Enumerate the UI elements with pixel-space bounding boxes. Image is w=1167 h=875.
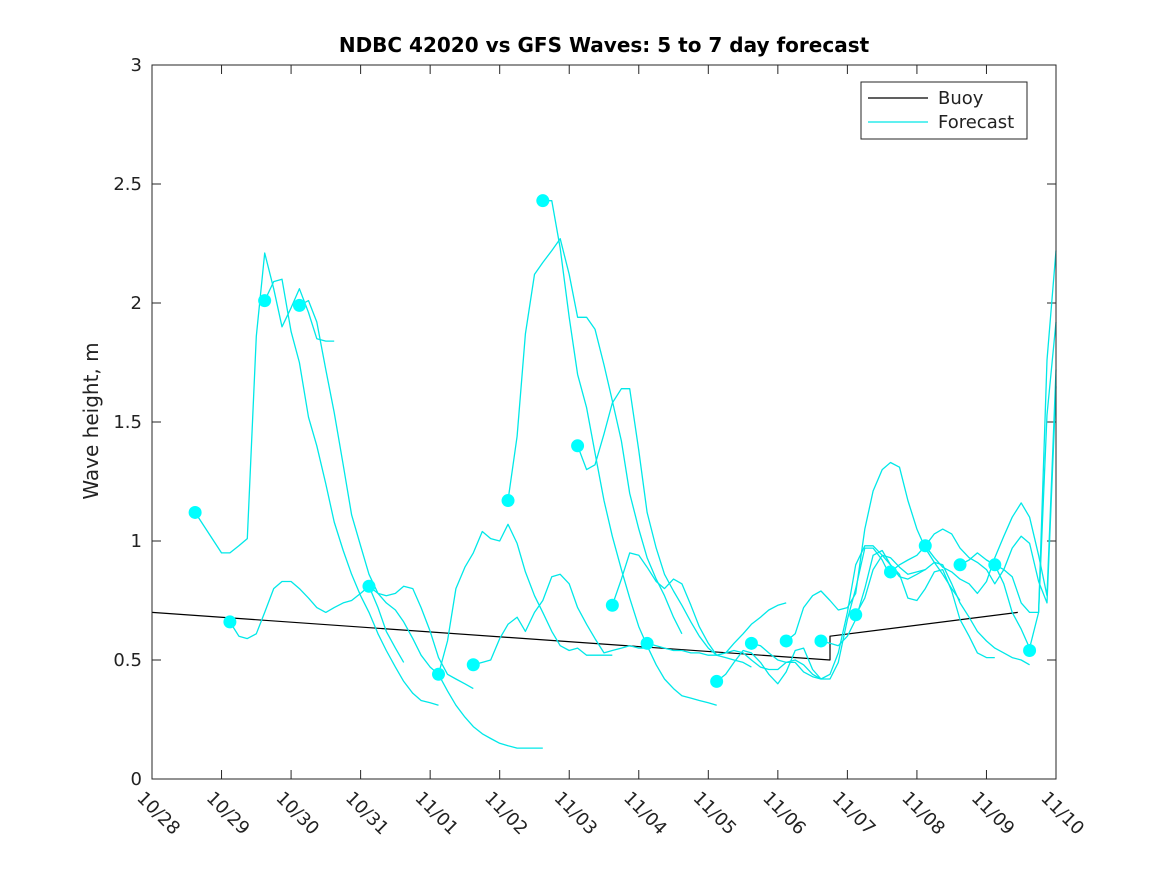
series-lines [151,200,1057,749]
y-tick-label: 0.5 [113,650,142,671]
y-tick-label: 3 [131,55,142,76]
forecast-marker [605,598,619,612]
forecast-marker [814,634,828,648]
forecast-marker [431,667,445,681]
y-tick-label: 2.5 [113,174,142,195]
buoy-line [151,611,1018,661]
forecast-line [473,573,648,666]
forecast-line [890,386,1057,604]
y-tick-label: 0 [131,769,142,790]
forecast-marker [953,558,967,572]
forecast-line [299,299,474,690]
forecast-marker [571,439,585,453]
forecast-markers [188,194,1037,688]
forecast-marker [918,539,932,553]
forecast-marker [362,579,376,593]
y-axis-label: Wave height, m [79,342,103,499]
forecast-marker [640,636,654,650]
y-tick-label: 1 [131,531,142,552]
forecast-line [542,200,717,706]
forecast-line [264,278,439,706]
forecast-line [994,321,1057,649]
y-tick-label: 1.5 [113,412,142,433]
forecast-marker [466,658,480,672]
forecast-marker [258,294,272,308]
forecast-line [785,461,961,642]
forecast-marker [188,505,202,519]
forecast-line [507,238,683,635]
forecast-marker [779,634,793,648]
forecast-marker [292,298,306,312]
legend-box [860,81,1028,140]
forecast-line [646,642,822,680]
forecast-marker [883,565,897,579]
legend-forecast-label: Forecast [938,112,1014,133]
forecast-marker [1023,643,1037,657]
forecast-marker [501,494,515,508]
forecast-line [229,580,405,663]
plot-area [152,65,1056,779]
forecast-line [437,523,613,675]
forecast-marker [710,674,724,688]
legend-buoy-label: Buoy [938,88,984,109]
forecast-line [611,552,787,656]
forecast-marker [744,636,758,650]
forecast-marker [536,194,550,208]
forecast-line [194,252,335,554]
plot-frame [151,64,1057,780]
forecast-line [716,547,892,685]
chart-title: NDBC 42020 vs GFS Waves: 5 to 7 day fore… [339,33,870,57]
y-tick-label: 2 [131,293,142,314]
forecast-marker [223,615,237,629]
forecast-marker [988,558,1002,572]
forecast-line [820,549,995,659]
forecast-line [576,388,752,668]
legend: Buoy Forecast [860,81,1028,140]
forecast-marker [849,608,863,622]
forecast-line [368,585,543,749]
forecast-line [855,554,1030,666]
